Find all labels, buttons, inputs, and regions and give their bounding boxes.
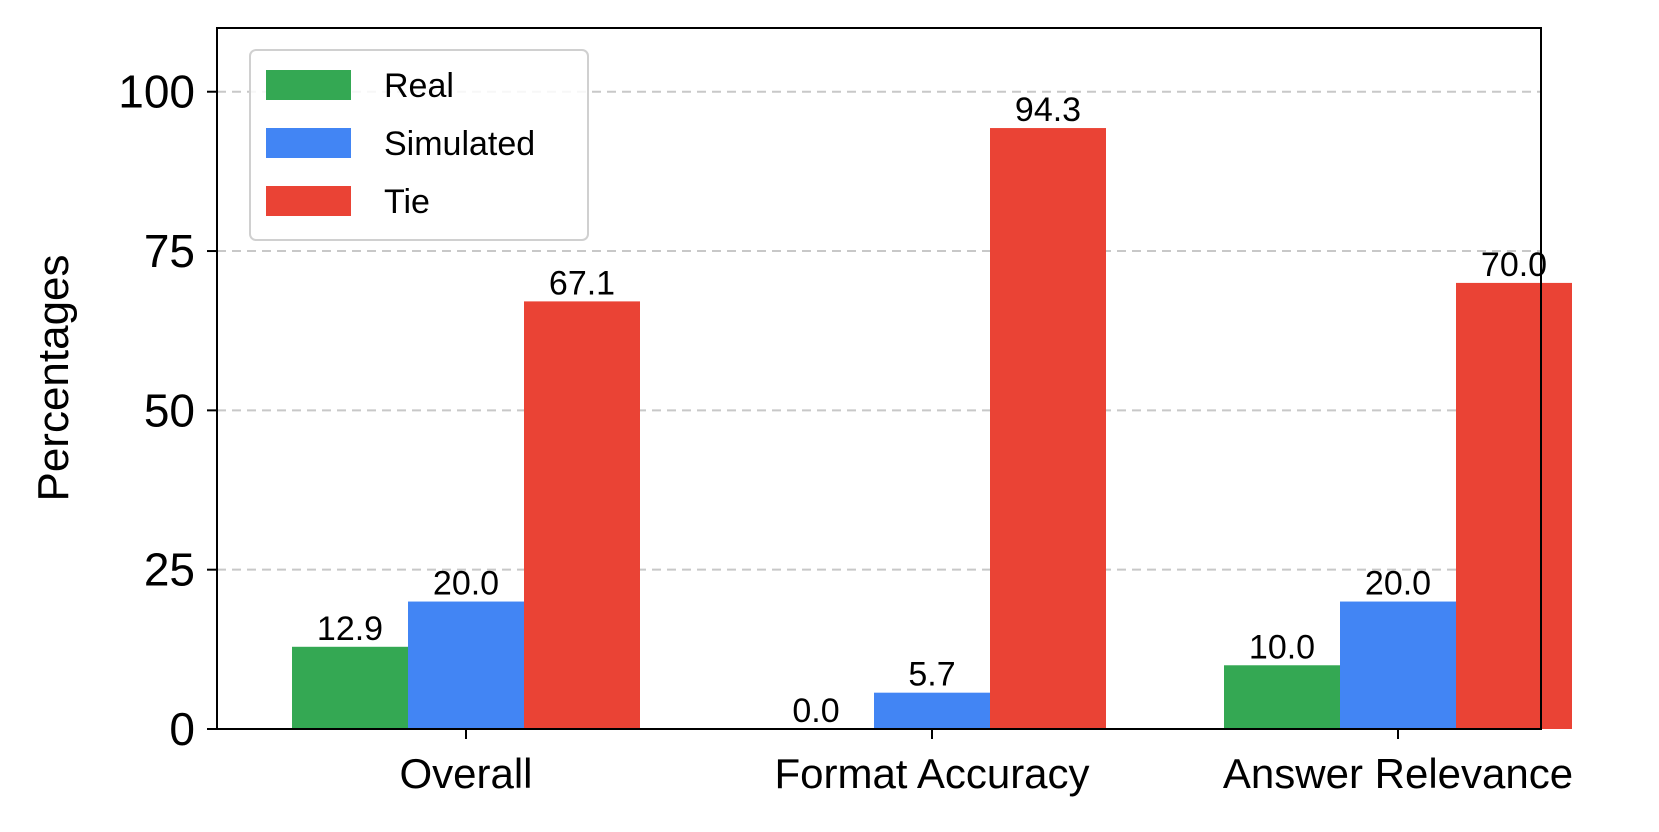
bar-real (292, 646, 408, 729)
data-label: 94.3 (1015, 91, 1081, 129)
grid-lines (217, 90, 1541, 571)
legend-label-simulated: Simulated (384, 125, 535, 163)
y-tick-label: 100 (118, 66, 195, 118)
bar-tie (524, 301, 640, 729)
bars (292, 128, 1572, 729)
x-tick-label: Answer Relevance (1223, 750, 1573, 797)
bar-simulated (874, 692, 990, 729)
bar-real (1224, 665, 1340, 729)
bar-simulated (408, 601, 524, 729)
data-label: 0.0 (792, 692, 839, 730)
data-label: 20.0 (433, 565, 499, 603)
data-label: 10.0 (1249, 628, 1315, 666)
legend: Real Simulated Tie (249, 49, 589, 241)
x-tick-label: Format Accuracy (774, 750, 1089, 797)
legend-label-real: Real (384, 67, 454, 105)
y-axis: 0 25 50 75 100 (118, 66, 217, 755)
data-labels: 12.9 20.0 67.1 0.0 5.7 94.3 10.0 20.0 70.0 (317, 91, 1547, 730)
y-tick-label: 50 (144, 384, 195, 436)
legend-swatch-tie (266, 186, 351, 216)
bar-tie (990, 128, 1106, 729)
legend-label-tie: Tie (384, 183, 430, 221)
legend-swatch-real (266, 70, 351, 100)
data-label: 12.9 (317, 610, 383, 648)
y-tick-label: 75 (144, 225, 195, 277)
data-label: 5.7 (908, 656, 955, 694)
x-axis: Overall Format Accuracy Answer Relevance (399, 729, 1573, 797)
bar-tie (1456, 282, 1572, 729)
y-tick-label: 0 (169, 703, 195, 755)
y-axis-title: Percentages (29, 254, 78, 501)
legend-swatch-simulated (266, 128, 351, 158)
x-tick-label: Overall (399, 750, 532, 797)
plot-frame (216, 27, 1542, 730)
data-label: 70.0 (1481, 246, 1547, 284)
y-tick-label: 25 (144, 544, 195, 596)
data-label: 67.1 (549, 264, 615, 302)
bar-simulated (1340, 601, 1456, 729)
data-label: 20.0 (1365, 565, 1431, 603)
